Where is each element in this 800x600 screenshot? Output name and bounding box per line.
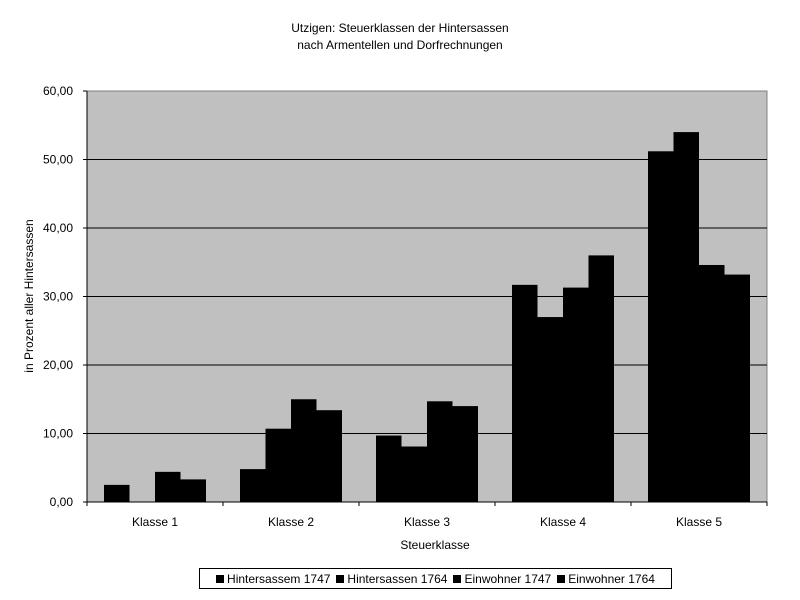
bar xyxy=(104,484,130,502)
legend-label: Einwohner 1764 xyxy=(568,571,655,586)
x-tick-label: Klasse 3 xyxy=(404,515,450,529)
legend-item: Einwohner 1764 xyxy=(557,572,655,586)
x-tick-label: Klasse 4 xyxy=(540,515,586,529)
bar xyxy=(452,406,478,502)
legend-swatch xyxy=(216,574,225,583)
legend-label: Einwohner 1747 xyxy=(464,571,552,586)
bar xyxy=(588,255,614,502)
y-tick-label: 10,00 xyxy=(43,427,73,441)
legend-item: Hintersassen 1764 xyxy=(336,572,447,586)
x-tick-label: Klasse 5 xyxy=(676,515,722,529)
chart-subtitle: nach Armentellen und Dorfrechnungen xyxy=(297,38,503,52)
chart-title: Utzigen: Steuerklassen der Hintersassen xyxy=(291,21,509,35)
legend-label: Hintersassem 1747 xyxy=(227,571,331,586)
bar xyxy=(376,435,402,502)
x-axis-label: Steuerklasse xyxy=(400,538,470,552)
x-axis: Klasse 1 Klasse 2 Klasse 3 Klasse 4 Klasse 5 xyxy=(86,501,768,529)
bar xyxy=(180,479,206,502)
bar xyxy=(537,317,563,502)
bar xyxy=(724,274,750,502)
y-tick-label: 50,00 xyxy=(43,153,73,167)
x-tick-label: Klasse 2 xyxy=(268,515,314,529)
bar xyxy=(512,284,538,502)
bars xyxy=(104,132,750,502)
legend-swatch xyxy=(453,574,462,583)
x-tick-label: Klasse 1 xyxy=(132,515,178,529)
legend-swatch xyxy=(557,574,566,583)
legend-item: Einwohner 1747 xyxy=(453,572,551,586)
bar xyxy=(699,264,725,502)
bar xyxy=(648,151,674,502)
bar xyxy=(265,428,291,502)
y-tick-label: 30,00 xyxy=(43,290,73,304)
bar xyxy=(291,399,317,502)
bar xyxy=(563,287,589,502)
bar xyxy=(316,410,342,502)
y-axis: 0,00 10,00 20,00 30,00 40,00 50,00 60,00 xyxy=(43,84,88,509)
y-tick-label: 40,00 xyxy=(43,221,73,235)
bar xyxy=(401,446,427,502)
bar xyxy=(673,132,699,502)
legend-swatch xyxy=(336,574,345,583)
y-tick-label: 60,00 xyxy=(43,84,73,98)
legend-label: Hintersassen 1764 xyxy=(347,571,448,586)
y-tick-label: 20,00 xyxy=(43,358,73,372)
bar xyxy=(240,469,266,502)
bar xyxy=(427,401,453,502)
y-tick-label: 0,00 xyxy=(50,495,74,509)
legend-item: Hintersassem 1747 xyxy=(216,572,330,586)
y-axis-label: in Prozent aller Hintersassen xyxy=(22,219,36,372)
bar xyxy=(155,471,181,502)
legend: Hintersassem 1747 Hintersassen 1764 Einwoh… xyxy=(199,568,672,589)
